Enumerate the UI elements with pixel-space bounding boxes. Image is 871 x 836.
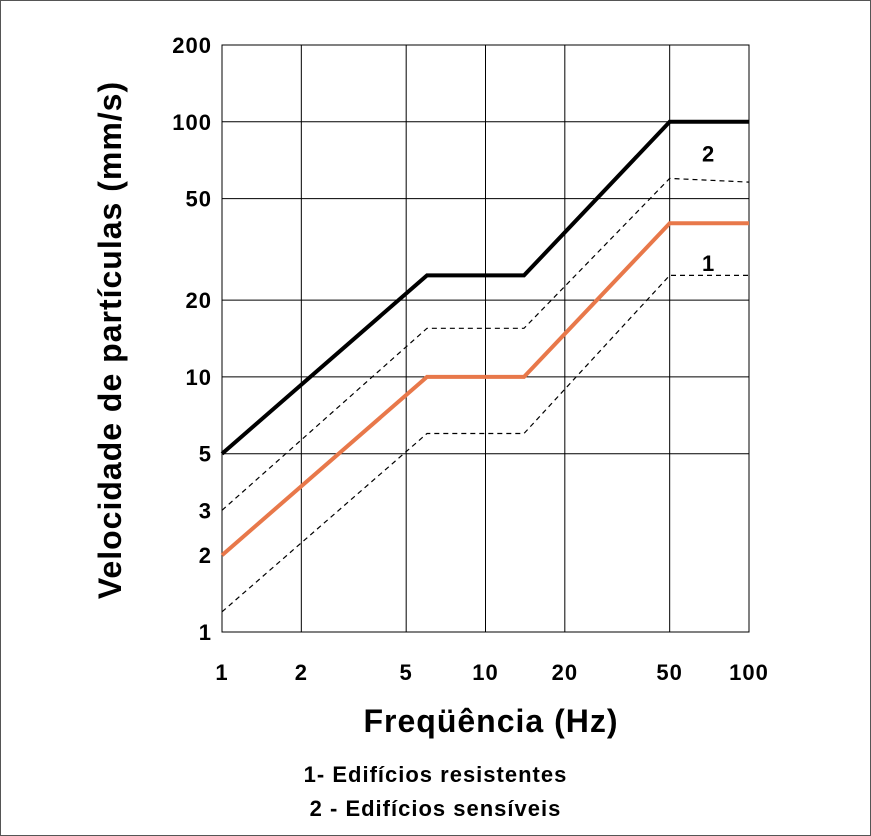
legend-item-1: 1- Edifícios resistentes [303,762,568,787]
x-tick-labels: 1 2 5 10 20 50 100 [215,660,769,685]
series-line-4 [221,274,749,613]
y-tick-labels: 1 2 3 5 10 20 50 100 200 [172,33,212,645]
curve-labels: 21 [702,142,714,276]
y-tick-label: 10 [186,365,212,390]
series-line-1 [220,119,749,456]
x-tick-label: 5 [400,660,413,685]
x-tick-label: 100 [729,660,769,685]
y-axis-label: Velocidade de partículas (mm/s) [92,81,128,599]
series-line-2 [221,177,750,511]
curve-label: 1 [702,251,714,276]
x-axis-label: Freqüência (Hz) [363,703,618,739]
series-group [220,119,750,613]
series-line-3 [220,221,749,557]
curve-label: 2 [702,142,714,167]
y-tick-label: 20 [186,288,212,313]
y-tick-label: 3 [199,498,212,523]
y-tick-label: 2 [199,543,212,568]
x-tick-label: 2 [295,660,308,685]
y-tick-label: 200 [172,33,212,58]
x-tick-label: 1 [215,660,228,685]
y-tick-label: 1 [199,620,212,645]
x-tick-label: 20 [552,660,578,685]
y-tick-label: 50 [186,187,212,212]
x-tick-label: 10 [472,660,498,685]
grid [221,44,750,633]
y-tick-label: 100 [172,110,212,135]
legend-item-2: 2 - Edifícios sensíveis [309,796,562,821]
x-tick-label: 50 [656,660,682,685]
y-tick-label: 5 [199,442,212,467]
